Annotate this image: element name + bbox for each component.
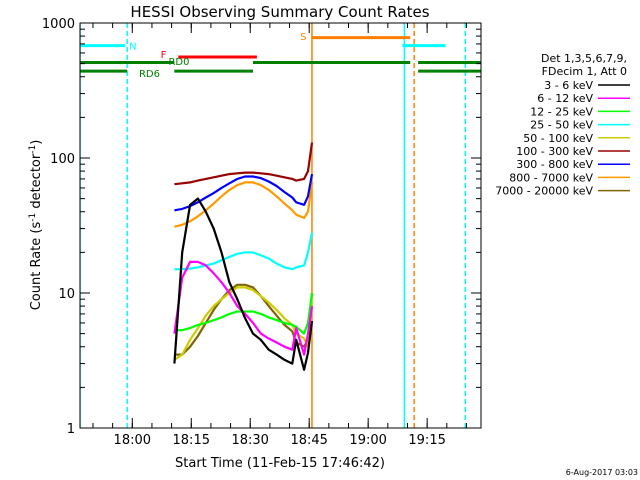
x-tick-label-2: 18:15 <box>173 433 210 448</box>
series-12-25-kev <box>174 292 314 335</box>
legend-label-8: 800 - 7000 keV <box>509 171 593 184</box>
series-3-6-kev <box>173 197 314 371</box>
legend-label-2: 6 - 12 keV <box>537 92 593 105</box>
vertical-markers <box>80 23 467 428</box>
axis-tick-labels: 18:00 18:15 18:30 18:45 19:00 19:15 1 10 100 1000 <box>42 17 446 448</box>
y-axis-label-end: ) <box>29 140 44 145</box>
legend-label-1: 3 - 6 keV <box>544 79 593 92</box>
y-tick-label-2: 10 <box>58 287 75 302</box>
legend-label-7: 300 - 800 keV <box>516 158 593 171</box>
series-6-12-kev <box>173 260 314 356</box>
series-7000-20000-kev <box>174 283 314 356</box>
y-tick-label-3: 100 <box>50 152 75 167</box>
legend-label-5: 50 - 100 keV <box>523 132 593 145</box>
legend-label-3: 12 - 25 keV <box>530 105 593 118</box>
plot-frame <box>79 22 482 429</box>
legend-header-2: FDecim 1, Att 0 <box>542 65 627 78</box>
legend: Det 1,3,5,6,7,9,FDecim 1, Att 03 - 6 keV… <box>495 52 630 198</box>
y-axis-label-base: Count Rate (s <box>29 222 44 311</box>
legend-label-6: 100 - 300 keV <box>516 145 593 158</box>
x-tick-label-3: 18:30 <box>231 433 268 448</box>
flag-label-rd0: RD0 <box>168 57 189 68</box>
y-axis-label-sup-1: -1 <box>28 213 38 222</box>
flag-label-rd6: RD6 <box>139 69 160 80</box>
x-axis-label: Start Time (11-Feb-15 17:46:42) <box>175 456 385 471</box>
series-100-300-kev <box>174 142 314 186</box>
series-25-50-kev <box>174 232 314 271</box>
flag-label-s: S <box>300 32 306 43</box>
legend-label-9: 7000 - 20000 keV <box>495 185 593 198</box>
x-tick-label-4: 18:45 <box>290 433 327 448</box>
y-axis-label-sup-2: -1 <box>28 145 38 154</box>
flag-label-n: N <box>129 42 136 53</box>
x-tick-label-5: 19:00 <box>349 433 386 448</box>
x-tick-label-1: 18:00 <box>114 433 151 448</box>
legend-label-4: 25 - 50 keV <box>530 119 593 132</box>
series-800-7000-kev <box>174 181 314 228</box>
y-tick-label-1: 1 <box>67 422 75 437</box>
footer-date: 6-Aug-2017 03:03 <box>566 468 638 477</box>
axis-ticks <box>80 22 481 429</box>
y-tick-label-4: 1000 <box>42 17 75 32</box>
chart-title: HESSI Observing Summary Count Rates <box>130 3 429 21</box>
y-axis-label: Count Rate (s-1 detector-1) <box>28 140 44 311</box>
y-axis-label-mid: detector <box>29 153 44 213</box>
series-layer <box>173 142 314 371</box>
x-tick-label-6: 19:15 <box>408 433 445 448</box>
legend-header-1: Det 1,3,5,6,7,9, <box>541 52 627 65</box>
flag-label-f: F <box>161 50 167 61</box>
